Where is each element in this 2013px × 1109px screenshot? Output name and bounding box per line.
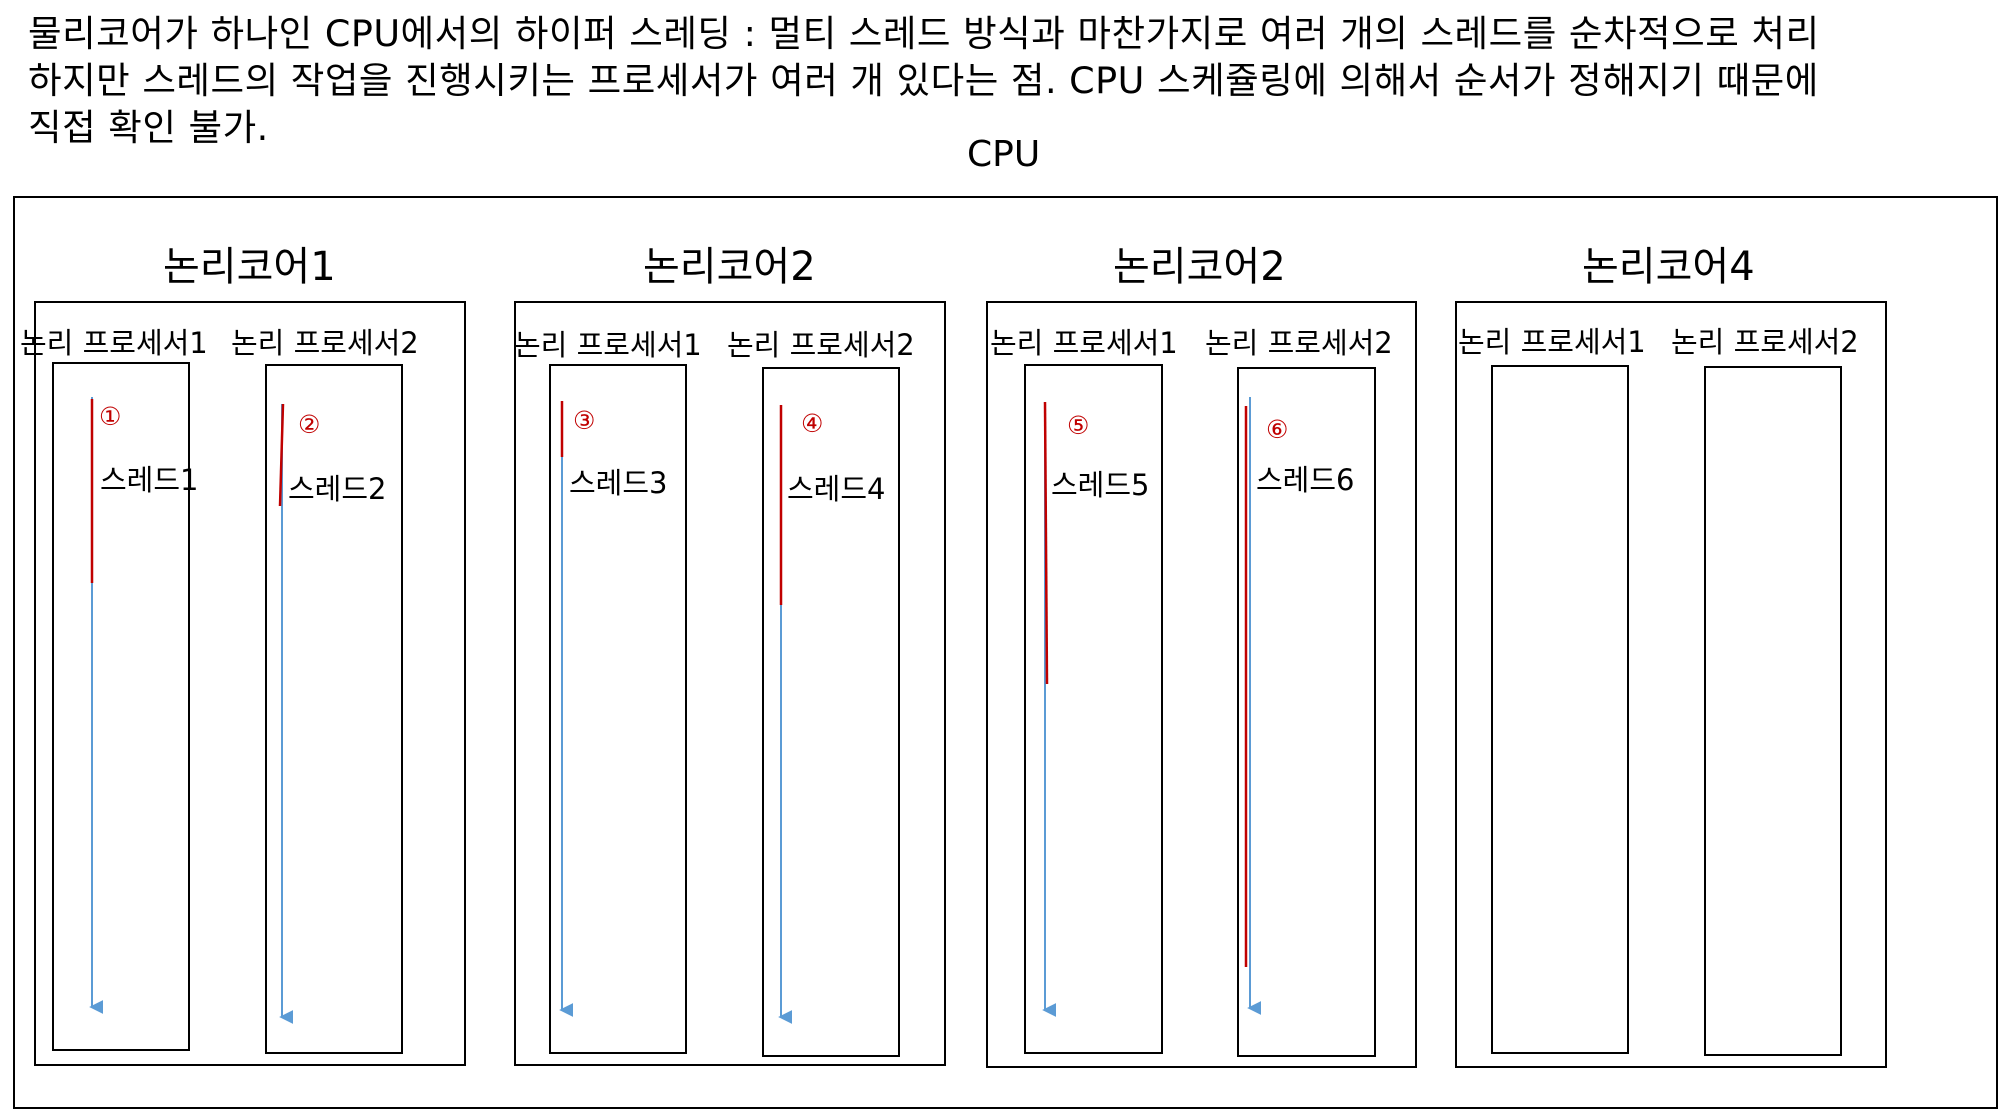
timeline-arrows bbox=[0, 0, 2013, 1095]
